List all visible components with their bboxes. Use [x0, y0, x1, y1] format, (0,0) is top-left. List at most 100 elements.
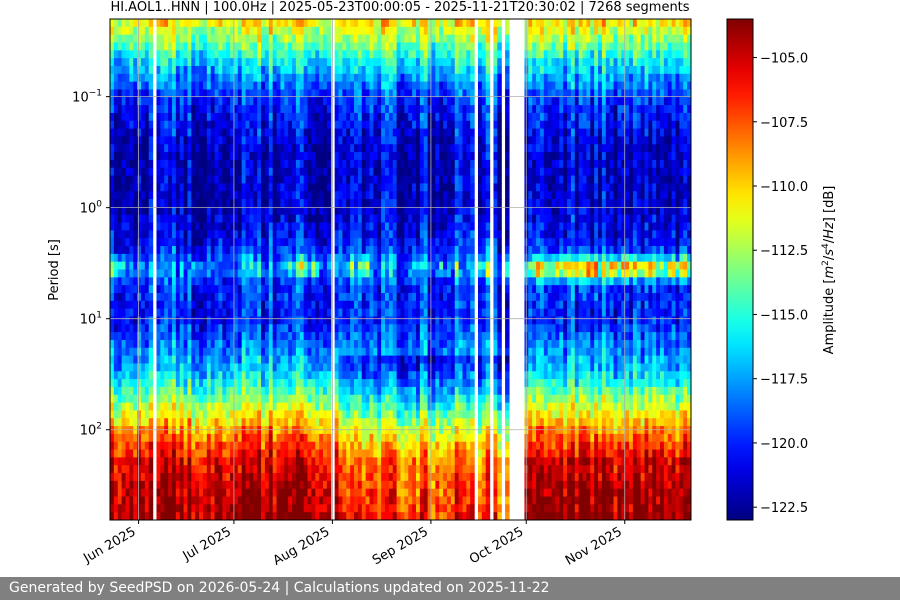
heatmap-cell [381, 175, 386, 184]
heatmap-cell [412, 152, 417, 161]
heatmap-cell [319, 65, 324, 75]
heatmap-cell [160, 253, 165, 263]
heatmap-cell [408, 222, 413, 231]
heatmap-cell [199, 473, 204, 482]
heatmap-cell [307, 410, 313, 419]
heatmap-cell [373, 347, 378, 357]
heatmap-cell [338, 355, 343, 365]
heatmap-cell [392, 379, 398, 388]
heatmap-cell [334, 238, 340, 247]
heatmap-cell [323, 183, 328, 192]
heatmap-cell [338, 199, 343, 208]
heatmap-cell [202, 42, 208, 51]
heatmap-cell [233, 512, 239, 520]
heatmap-cell [369, 183, 374, 192]
heatmap-cell [338, 379, 343, 388]
heatmap-cell [164, 308, 169, 318]
heatmap-cell [365, 214, 371, 224]
heatmap-cell [137, 418, 142, 427]
heatmap-cell [179, 277, 185, 286]
heatmap-cell [346, 246, 351, 255]
heatmap-cell [276, 504, 282, 513]
heatmap-cell [206, 144, 212, 153]
heatmap-cell [361, 449, 367, 458]
heatmap-cell [137, 292, 142, 302]
heatmap-cell [249, 50, 254, 59]
heatmap-cell [144, 292, 150, 302]
heatmap-cell [323, 167, 328, 177]
heatmap-cell [264, 128, 270, 138]
heatmap-cell [288, 441, 293, 451]
heatmap-cell [171, 230, 177, 239]
heatmap-cell [334, 457, 340, 466]
heatmap-cell [121, 512, 127, 520]
heatmap-cell [125, 355, 130, 365]
heatmap-cell [156, 58, 161, 67]
heatmap-cell [148, 512, 154, 520]
heatmap-cell [373, 34, 378, 44]
heatmap-cell [365, 238, 371, 247]
heatmap-cell [365, 112, 371, 122]
heatmap-cell [202, 277, 208, 286]
heatmap-cell [342, 175, 347, 184]
heatmap-cell [350, 473, 355, 482]
heatmap-cell [288, 379, 293, 388]
heatmap-cell [148, 167, 154, 177]
heatmap-cell [121, 50, 127, 59]
heatmap-cell [249, 371, 254, 380]
heatmap-cell [280, 253, 285, 263]
heatmap-cell [292, 136, 297, 145]
heatmap-cell [369, 371, 374, 380]
heatmap-cell [408, 81, 413, 91]
heatmap-cell [365, 379, 371, 388]
heatmap-cell [276, 480, 282, 490]
heatmap-cell [385, 26, 390, 36]
heatmap-cell [110, 324, 115, 333]
heatmap-cell [140, 199, 146, 208]
heatmap-cell [233, 324, 239, 333]
heatmap-cell [365, 347, 371, 357]
heatmap-cell [311, 19, 316, 28]
heatmap-cell [361, 339, 367, 349]
heatmap-cell [168, 449, 173, 458]
heatmap-cell [377, 332, 382, 341]
heatmap-cell [249, 410, 254, 419]
heatmap-cell [357, 371, 363, 380]
heatmap-cell [284, 426, 289, 435]
heatmap-cell [365, 191, 371, 200]
heatmap-cell [249, 152, 254, 161]
heatmap-cell [261, 89, 266, 98]
heatmap-cell [408, 410, 413, 419]
heatmap-cell [125, 175, 130, 184]
heatmap-cell [369, 308, 374, 318]
heatmap-cell [187, 136, 192, 145]
heatmap-cell [373, 394, 378, 404]
heatmap-cell [315, 332, 320, 341]
heatmap-cell [137, 316, 142, 325]
heatmap-cell [202, 167, 208, 177]
heatmap-cell [400, 433, 405, 443]
heatmap-cell [113, 261, 119, 271]
heatmap-cell [191, 371, 196, 380]
heatmap-cell [365, 230, 371, 239]
heatmap-cell [408, 402, 413, 412]
heatmap-cell [299, 277, 305, 286]
heatmap-cell [404, 347, 409, 357]
heatmap-cell [334, 292, 340, 302]
heatmap-cell [230, 277, 235, 286]
heatmap-cell [415, 379, 421, 388]
heatmap-cell [233, 465, 239, 474]
heatmap-cell [160, 371, 165, 380]
heatmap-cell [400, 253, 405, 263]
heatmap-cell [303, 300, 309, 310]
heatmap-cell [113, 50, 119, 59]
heatmap-cell [187, 410, 192, 419]
heatmap-cell [338, 19, 343, 28]
heatmap-cell [195, 269, 200, 278]
heatmap-cell [276, 418, 282, 427]
heatmap-cell [319, 418, 324, 427]
heatmap-cell [323, 402, 328, 412]
heatmap-cell [315, 152, 320, 161]
heatmap-cell [195, 65, 200, 75]
heatmap-cell [140, 379, 146, 388]
